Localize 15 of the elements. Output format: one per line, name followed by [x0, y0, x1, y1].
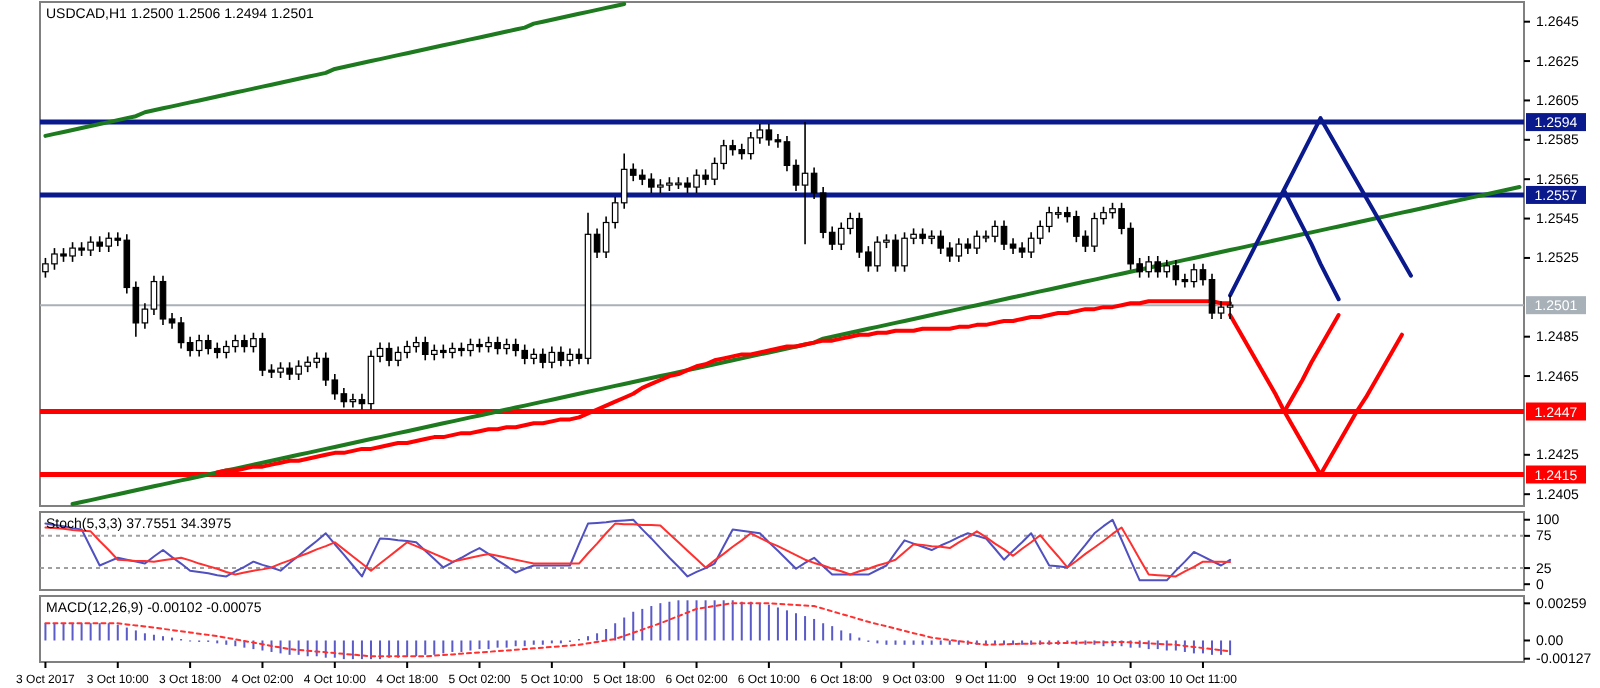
candlestick	[982, 229, 990, 243]
candlestick	[801, 121, 809, 245]
candlestick	[1208, 272, 1216, 320]
candlestick	[367, 349, 375, 411]
line-series	[43, 2, 627, 138]
candlestick	[1000, 219, 1008, 251]
candlestick	[177, 316, 185, 350]
candlestick	[1226, 294, 1234, 320]
candlestick	[150, 274, 158, 316]
line-series	[70, 185, 1522, 506]
candlestick	[1190, 263, 1198, 289]
candlestick	[159, 274, 167, 326]
candlestick	[385, 341, 393, 368]
candlestick	[991, 219, 999, 243]
line-series	[44, 602, 1232, 658]
